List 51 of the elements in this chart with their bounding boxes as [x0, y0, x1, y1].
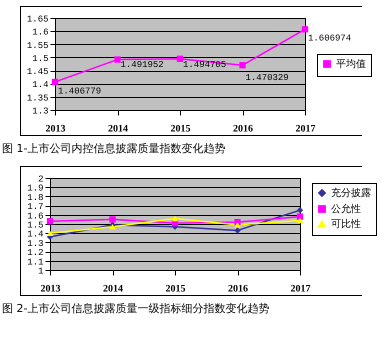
- y-tick-label: 1.4: [32, 80, 48, 90]
- point: [296, 207, 304, 214]
- x-tick-label: 2014: [108, 124, 128, 134]
- legend-label: 平均值: [336, 58, 366, 70]
- y-tick-label: 1.65: [26, 14, 48, 24]
- data-label: 1.606974: [308, 34, 352, 44]
- y-tick-label: 1.5: [27, 220, 44, 230]
- y-tick-label: 1.9: [27, 184, 44, 194]
- y-tick-label: 1.4: [27, 230, 44, 240]
- point: [176, 56, 184, 62]
- y-tick-label: 1.7: [27, 202, 44, 212]
- x-tick-label: 2015: [166, 284, 186, 294]
- y-tick-label: 1.45: [26, 67, 48, 78]
- y-tick-label: 1.35: [26, 93, 48, 104]
- caption: 图 2-上市公司信息披露质量一级指标细分指数变化趋势: [2, 301, 270, 316]
- point: [239, 62, 246, 68]
- y-tick-label: 1.3: [27, 238, 44, 249]
- x-tick-label: 2014: [103, 284, 123, 294]
- point: [114, 56, 121, 63]
- caption: 图 1-上市公司内控信息披露质量指数变化趋势: [2, 141, 226, 156]
- y-tick-label: 1.2: [27, 248, 44, 258]
- x-tick-label: 2016: [233, 124, 253, 134]
- data-label: 1.491952: [120, 60, 164, 70]
- legend-label: 公允性: [331, 203, 361, 215]
- legend-label: 可比性: [331, 218, 361, 230]
- point: [109, 216, 116, 223]
- y-tick-label: 1.6: [32, 28, 48, 38]
- point: [302, 26, 308, 32]
- x-tick-label: 2016: [228, 284, 248, 294]
- data-label: 1.470329: [246, 73, 289, 84]
- y-tick-label: 2: [38, 174, 44, 184]
- data-label: 1.494705: [183, 60, 226, 70]
- x-tick-label: 2013: [46, 124, 66, 134]
- y-tick-label: 1.5: [32, 54, 48, 64]
- x-tick-label: 2017: [296, 124, 316, 134]
- y-tick-label: 1.1: [27, 257, 44, 268]
- x-tick-label: 2015: [170, 124, 190, 134]
- y-tick-label: 1: [38, 266, 44, 276]
- point: [109, 224, 116, 230]
- data-label: 1.406779: [58, 86, 102, 96]
- y-tick-label: 1.3: [32, 106, 48, 116]
- point: [296, 218, 304, 224]
- legend-label: 充分披露: [331, 187, 371, 199]
- x-tick-label: 2017: [290, 284, 310, 294]
- y-tick-label: 1.8: [27, 192, 44, 203]
- y-tick-label: 1.55: [26, 40, 48, 51]
- point: [234, 222, 241, 228]
- point: [172, 216, 178, 222]
- point: [234, 227, 241, 234]
- x-tick-label: 2013: [40, 284, 60, 294]
- y-tick-label: 1.6: [27, 211, 44, 222]
